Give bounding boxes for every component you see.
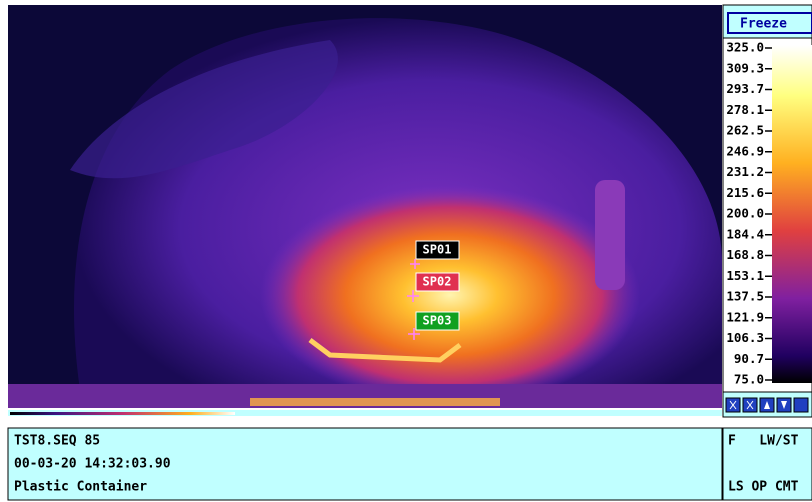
scale-label: 309.3 [726,60,764,75]
status-line: F LW/ST [728,434,799,449]
scale-label: 231.2 [726,164,764,179]
hot-reflection [250,398,500,406]
handle [595,180,625,290]
scale-label: 293.7 [726,81,764,96]
spot-label: SP03 [423,314,452,328]
info-line: TST8.SEQ 85 [14,434,100,449]
color-bar [772,45,812,383]
range-strip [10,412,235,415]
scale-label: 278.1 [726,102,764,117]
page: {"toolbar": {"freeze_button": "Freeze"},… [0,0,812,502]
freeze-button-label[interactable]: Freeze [740,17,787,32]
info-line: 00-03-20 14:32:03.90 [14,457,171,472]
scale-label: 137.5 [726,289,764,304]
thermal-image [8,5,722,408]
scale-label: 184.4 [726,226,764,241]
scale-label: 200.0 [726,206,764,221]
spot-label: SP02 [423,275,452,289]
scale-label: 262.5 [726,123,764,138]
scale-buttons [726,398,808,412]
status-line: LS OP CMT [728,480,799,495]
scale-button[interactable] [794,398,808,412]
info-line: Plastic Container [14,480,147,495]
scale-label: 121.9 [726,309,764,324]
scale-label: 215.6 [726,185,764,200]
scale-label: 90.7 [734,351,764,366]
spot-label: SP01 [423,243,452,257]
thermal-app: SP01 SP02 SP03 Freeze 325.0 309.3 293.7 278… [0,0,812,502]
scale-label: 153.1 [726,268,764,283]
scale-label: 168.8 [726,247,764,262]
hot-region [260,185,640,405]
scale-label: 246.9 [726,143,764,158]
scale-label: 75.0 [734,372,764,387]
scale-label: 106.3 [726,330,764,345]
scale-label: 325.0 [726,40,764,55]
